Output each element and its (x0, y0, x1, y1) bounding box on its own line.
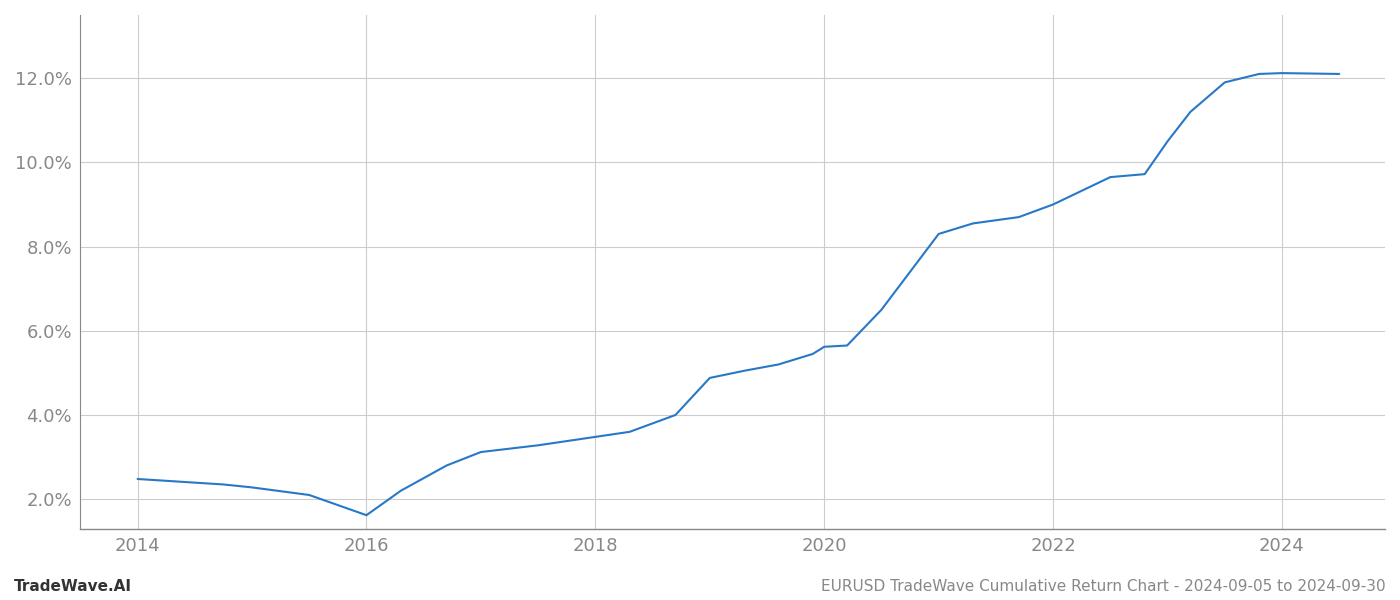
Text: EURUSD TradeWave Cumulative Return Chart - 2024-09-05 to 2024-09-30: EURUSD TradeWave Cumulative Return Chart… (822, 579, 1386, 594)
Text: TradeWave.AI: TradeWave.AI (14, 579, 132, 594)
